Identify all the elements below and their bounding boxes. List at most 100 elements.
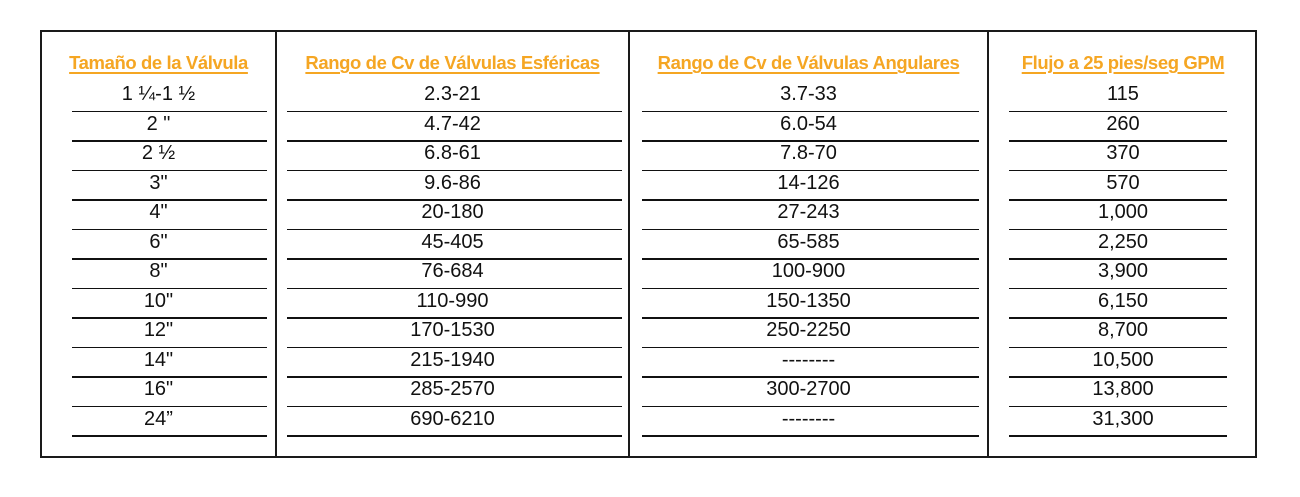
cell-text: 1 ¼-1 ½	[121, 83, 196, 105]
row-underline	[72, 346, 267, 348]
cell-text: 260	[1106, 112, 1140, 135]
table-cell-flow-gpm: 370	[989, 143, 1257, 171]
row-underline	[642, 346, 979, 348]
row-underline	[642, 287, 979, 289]
table-cell-globe-cv-range: 6.8-61	[277, 143, 628, 171]
column-header-angle-cv-range: Rango de Cv de Válvulas Angulares	[657, 52, 960, 73]
column-divider	[628, 30, 630, 458]
table-cell-valve-size: 8"	[42, 261, 275, 289]
cell-text: 300-2700	[766, 378, 851, 400]
table-cell-valve-size: 12"	[42, 320, 275, 348]
table-frame	[40, 30, 1257, 458]
cell-text: 6,150	[1097, 289, 1149, 312]
cell-text: 16"	[143, 378, 174, 400]
row-underline	[72, 258, 267, 260]
cell-text: 6"	[149, 230, 168, 253]
table-cell-flow-gpm: 115	[989, 84, 1257, 112]
cell-text: 3"	[149, 171, 168, 194]
row-underline	[287, 258, 622, 260]
row-underline	[72, 228, 267, 230]
table-cell-valve-size: 24”	[42, 409, 275, 437]
cell-text: 2 "	[146, 112, 171, 135]
table-cell-angle-cv-range: 300-2700	[630, 379, 987, 407]
cell-text: 76-684	[421, 260, 484, 282]
table-cell-flow-gpm: 3,900	[989, 261, 1257, 289]
row-underline	[72, 199, 267, 201]
row-underline	[642, 376, 979, 378]
row-underline	[1009, 405, 1227, 407]
row-underline	[642, 228, 979, 230]
table-cell-valve-size: 6"	[42, 232, 275, 260]
row-underline	[1009, 435, 1227, 437]
row-underline	[287, 405, 622, 407]
cell-text: 12"	[143, 319, 174, 341]
cell-text: 3.7-33	[780, 83, 837, 105]
row-underline	[642, 110, 979, 112]
row-underline	[1009, 110, 1227, 112]
table-cell-angle-cv-range: --------	[630, 409, 987, 437]
row-underline	[287, 376, 622, 378]
table-cell-flow-gpm: 570	[989, 173, 1257, 201]
cell-text: 65-585	[777, 230, 840, 253]
row-underline	[72, 317, 267, 319]
row-underline	[287, 228, 622, 230]
cell-text: 4"	[149, 201, 168, 223]
cell-text: 14"	[143, 348, 174, 371]
cell-text: --------	[781, 348, 836, 371]
table-cell-globe-cv-range: 110-990	[277, 291, 628, 319]
table-cell-valve-size: 2 ½	[42, 143, 275, 171]
column-divider	[275, 30, 277, 458]
table-cell-angle-cv-range: 150-1350	[630, 291, 987, 319]
cell-text: 9.6-86	[424, 171, 481, 194]
row-underline	[642, 169, 979, 171]
cell-text: 6.8-61	[424, 142, 481, 164]
table-cell-valve-size: 1 ¼-1 ½	[42, 84, 275, 112]
table-cell-flow-gpm: 10,500	[989, 350, 1257, 378]
table-cell-globe-cv-range: 215-1940	[277, 350, 628, 378]
cell-text: 6.0-54	[780, 112, 837, 135]
row-underline	[72, 405, 267, 407]
table-cell-globe-cv-range: 170-1530	[277, 320, 628, 348]
cell-text: 690-6210	[410, 407, 495, 430]
table-cell-globe-cv-range: 76-684	[277, 261, 628, 289]
table-cell-globe-cv-range: 285-2570	[277, 379, 628, 407]
cell-text: 100-900	[771, 260, 846, 282]
table-cell-angle-cv-range: 100-900	[630, 261, 987, 289]
cell-text: 250-2250	[766, 319, 851, 341]
row-underline	[72, 110, 267, 112]
column-header-globe-cv-range: Rango de Cv de Válvulas Esféricas	[305, 52, 600, 73]
column-globe-cv-range: Rango de Cv de Válvulas Esféricas 2.3-21 4…	[277, 30, 628, 458]
row-underline	[642, 140, 979, 142]
table-cell-angle-cv-range: 3.7-33	[630, 84, 987, 112]
cell-text: 24”	[144, 407, 173, 430]
table-cell-flow-gpm: 1,000	[989, 202, 1257, 230]
cell-text: 20-180	[421, 201, 484, 223]
row-underline	[72, 435, 267, 437]
row-underline	[642, 435, 979, 437]
table-cell-flow-gpm: 8,700	[989, 320, 1257, 348]
table-cell-angle-cv-range: --------	[630, 350, 987, 378]
cell-text: 7.8-70	[780, 142, 837, 164]
table-cell-globe-cv-range: 4.7-42	[277, 114, 628, 142]
cell-text: --------	[781, 407, 836, 430]
cell-text: 8"	[149, 260, 168, 282]
column-header-flow-gpm: Flujo a 25 pies/seg GPM	[1021, 52, 1225, 73]
cell-text: 170-1530	[410, 319, 495, 341]
cell-text: 45-405	[421, 230, 484, 253]
cell-text: 8,700	[1097, 319, 1149, 341]
table-cell-globe-cv-range: 20-180	[277, 202, 628, 230]
cell-text: 285-2570	[410, 378, 495, 400]
row-underline	[642, 405, 979, 407]
row-underline	[1009, 169, 1227, 171]
row-underline	[642, 258, 979, 260]
row-underline	[287, 199, 622, 201]
cell-text: 110-990	[416, 289, 489, 312]
table-cell-flow-gpm: 260	[989, 114, 1257, 142]
table-cell-flow-gpm: 2,250	[989, 232, 1257, 260]
row-underline	[1009, 228, 1227, 230]
row-underline	[72, 287, 267, 289]
row-underline	[72, 140, 267, 142]
cell-text: 2.3-21	[424, 83, 481, 105]
table-cell-valve-size: 14"	[42, 350, 275, 378]
table-cell-flow-gpm: 13,800	[989, 379, 1257, 407]
